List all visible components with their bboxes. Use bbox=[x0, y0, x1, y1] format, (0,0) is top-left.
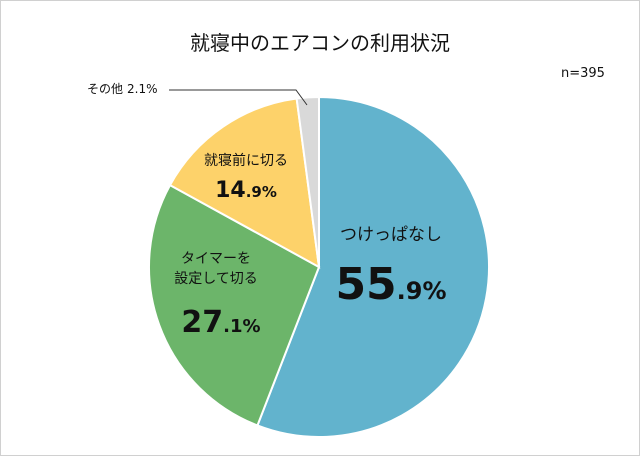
value-label: 2.1% bbox=[127, 82, 158, 96]
annotation: n=395 bbox=[561, 66, 605, 81]
value-label: 14.9% bbox=[215, 178, 277, 203]
pie-slice bbox=[168, 97, 321, 269]
slice-label: つけっぱなし bbox=[340, 225, 442, 245]
leader-line bbox=[169, 89, 308, 106]
pie-slice bbox=[295, 95, 320, 268]
pie-slice bbox=[256, 95, 490, 438]
value-label: 27.1% bbox=[181, 305, 261, 340]
pie-slice bbox=[148, 183, 321, 427]
slice-label: その他 bbox=[86, 82, 123, 96]
slice-label: 就寝前に切る bbox=[204, 153, 288, 169]
value-label: 55.9% bbox=[335, 259, 447, 310]
chart-title: 就寝中のエアコンの利用状況 bbox=[190, 31, 450, 55]
slice-label: タイマーを 設定して切る bbox=[174, 251, 258, 288]
